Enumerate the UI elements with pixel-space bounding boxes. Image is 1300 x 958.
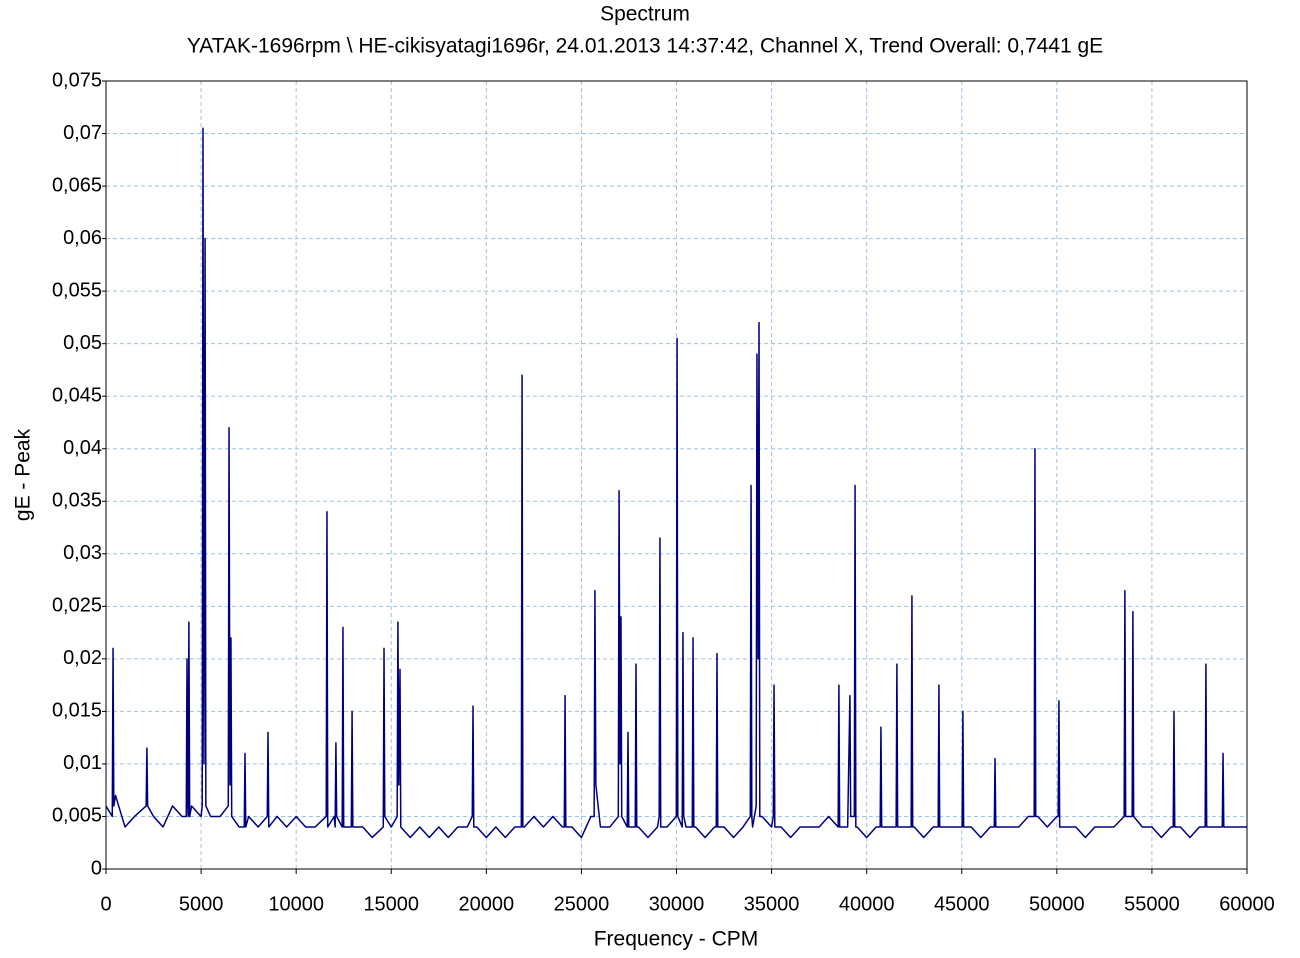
y-tick-label: 0,06 [63,227,102,249]
x-tick-label: 50000 [1029,893,1085,915]
x-tick-label: 40000 [839,893,895,915]
y-tick-label: 0,025 [52,595,102,617]
x-tick-label: 0 [100,893,111,915]
x-tick-label: 35000 [744,893,800,915]
x-tick-label: 15000 [363,893,419,915]
x-tick-label: 5000 [179,893,224,915]
x-tick-label: 30000 [649,893,705,915]
x-tick-label: 10000 [268,893,324,915]
y-tick-label: 0,045 [52,384,102,406]
y-tick-label: 0,055 [52,279,102,301]
y-tick-label: 0,075 [52,69,102,91]
plot-border [105,80,1248,870]
y-tick-label: 0,01 [63,752,102,774]
y-axis-label: gE - Peak [12,428,35,521]
y-tick-label: 0 [91,857,102,879]
spectrum-line [105,127,1247,839]
x-tick-label: 55000 [1124,893,1180,915]
x-tick-label: 25000 [554,893,610,915]
y-tick-label: 0,015 [52,700,102,722]
chart-title: Spectrum [600,3,690,26]
y-tick-label: 0,035 [52,490,102,512]
x-tick-label: 60000 [1219,893,1275,915]
x-axis-label: Frequency - CPM [594,928,759,951]
chart-subtitle: YATAK-1696rpm \ HE-cikisyatagi1696r, 24.… [187,35,1103,58]
x-tick-label: 20000 [459,893,515,915]
y-tick-label: 0,03 [63,542,102,564]
x-tick-label: 45000 [934,893,990,915]
y-tick-label: 0,065 [52,174,102,196]
y-tick-label: 0,07 [63,122,102,144]
y-tick-label: 0,005 [52,805,102,827]
y-tick-label: 0,02 [63,647,102,669]
y-tick-label: 0,05 [63,332,102,354]
y-tick-label: 0,04 [63,437,102,459]
